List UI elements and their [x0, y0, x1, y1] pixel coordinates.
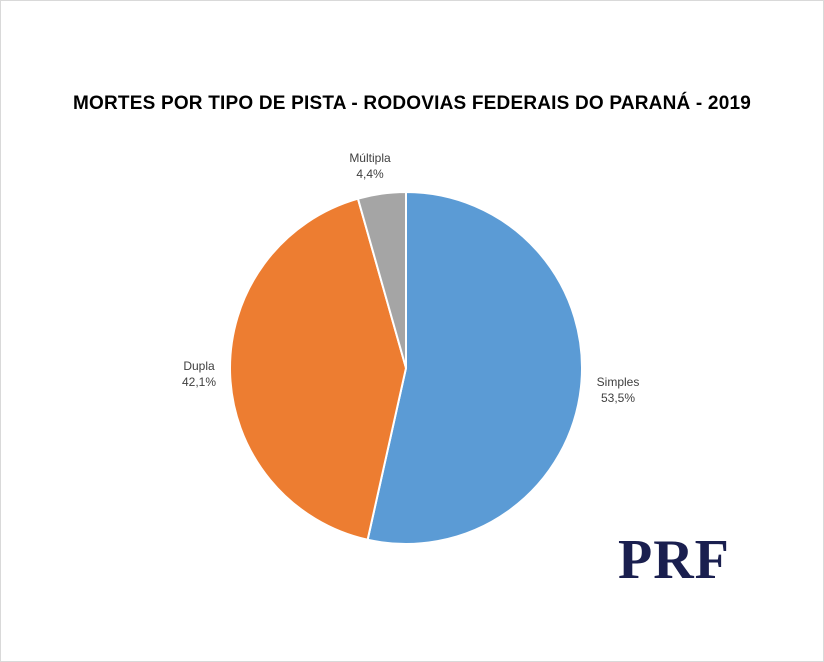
pie-slice-multipla	[356, 190, 407, 369]
pie-slice-dupla	[229, 197, 408, 541]
slice-value-label: 4,4%	[356, 167, 384, 181]
slice-name-label: Simples	[597, 375, 640, 389]
chart-title: MORTES POR TIPO DE PISTA - RODOVIAS FEDE…	[73, 93, 751, 114]
slice-value-label: 42,1%	[182, 375, 216, 389]
slice-value-label: 53,5%	[601, 391, 635, 405]
slice-name-label: Múltipla	[349, 151, 391, 165]
prf-logo: PRF	[618, 529, 730, 591]
pie-slice-simples	[366, 190, 583, 545]
slice-name-label: Dupla	[183, 359, 215, 373]
